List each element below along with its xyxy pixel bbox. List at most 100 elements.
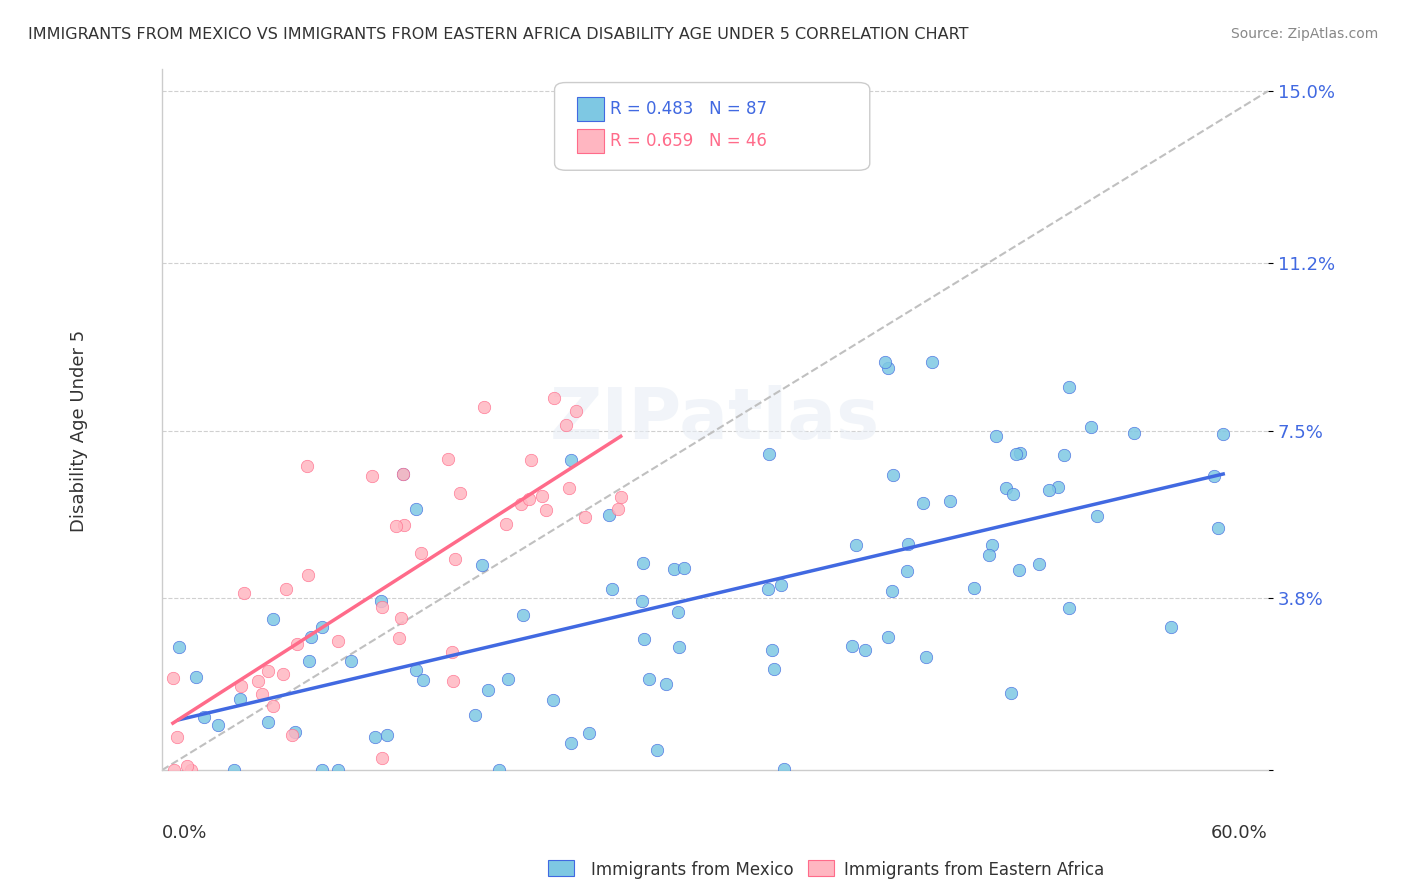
Immigrants from Mexico: [600, 582, 623, 597]
Immigrants from Mexico: [666, 605, 689, 619]
Immigrants from Mexico: [257, 714, 280, 729]
Immigrants from Mexico: [560, 736, 582, 750]
Immigrants from Eastern Africa: [517, 491, 540, 506]
Immigrants from Mexico: [405, 664, 427, 678]
Immigrants from Eastern Africa: [444, 551, 467, 566]
Immigrants from Mexico: [841, 640, 863, 654]
Immigrants from Mexico: [939, 494, 962, 508]
Immigrants from Mexico: [921, 355, 943, 369]
Immigrants from Mexico: [882, 468, 904, 483]
Immigrants from Eastern Africa: [232, 586, 254, 600]
Immigrants from Mexico: [167, 640, 190, 655]
Immigrants from Mexico: [1028, 557, 1050, 571]
Immigrants from Eastern Africa: [520, 453, 543, 467]
Immigrants from Mexico: [769, 578, 792, 592]
Immigrants from Mexico: [845, 538, 868, 552]
Immigrants from Eastern Africa: [389, 610, 412, 624]
Immigrants from Mexico: [1212, 426, 1234, 441]
Immigrants from Mexico: [1057, 601, 1080, 615]
Text: Disability Age Under 5: Disability Age Under 5: [70, 329, 89, 532]
Immigrants from Eastern Africa: [392, 518, 415, 533]
Immigrants from Mexico: [311, 620, 333, 634]
Immigrants from Eastern Africa: [411, 545, 433, 559]
Immigrants from Mexico: [1085, 509, 1108, 524]
Immigrants from Mexico: [184, 670, 207, 684]
Immigrants from Eastern Africa: [247, 674, 270, 689]
Immigrants from Mexico: [375, 728, 398, 742]
Immigrants from Eastern Africa: [370, 751, 392, 765]
Immigrants from Eastern Africa: [250, 687, 273, 701]
Immigrants from Eastern Africa: [531, 489, 554, 503]
Immigrants from Mexico: [668, 640, 690, 654]
Immigrants from Eastern Africa: [472, 401, 495, 415]
Immigrants from Mexico: [763, 662, 786, 676]
Immigrants from Eastern Africa: [361, 469, 384, 483]
Immigrants from Mexico: [1080, 420, 1102, 434]
Text: R = 0.483   N = 87: R = 0.483 N = 87: [610, 100, 766, 118]
Immigrants from Mexico: [1005, 447, 1028, 461]
Immigrants from Eastern Africa: [449, 486, 471, 500]
Immigrants from Mexico: [471, 558, 494, 572]
Immigrants from Eastern Africa: [443, 674, 465, 689]
Immigrants from Mexico: [560, 453, 582, 467]
Immigrants from Mexico: [262, 612, 284, 626]
Immigrants from Mexico: [896, 564, 918, 578]
Immigrants from Mexico: [994, 481, 1017, 495]
Immigrants from Mexico: [222, 763, 245, 777]
Text: IMMIGRANTS FROM MEXICO VS IMMIGRANTS FROM EASTERN AFRICA DISABILITY AGE UNDER 5 : IMMIGRANTS FROM MEXICO VS IMMIGRANTS FRO…: [28, 27, 969, 42]
Immigrants from Mexico: [464, 707, 486, 722]
Immigrants from Mexico: [633, 632, 655, 647]
Immigrants from Eastern Africa: [574, 510, 596, 524]
Immigrants from Mexico: [855, 643, 877, 657]
Immigrants from Mexico: [758, 447, 780, 461]
Immigrants from Mexico: [897, 536, 920, 550]
Immigrants from Mexico: [1057, 379, 1080, 393]
Immigrants from Mexico: [980, 538, 1002, 552]
Immigrants from Eastern Africa: [285, 637, 308, 651]
Immigrants from Mexico: [963, 581, 986, 595]
Immigrants from Mexico: [1206, 521, 1229, 535]
Text: ZIPatlas: ZIPatlas: [550, 384, 880, 454]
Immigrants from Mexico: [1008, 563, 1031, 577]
Immigrants from Mexico: [391, 467, 413, 481]
Text: 0.0%: 0.0%: [162, 824, 207, 842]
Immigrants from Mexico: [984, 429, 1007, 443]
Immigrants from Mexico: [673, 561, 696, 575]
Immigrants from Mexico: [207, 717, 229, 731]
Bar: [576, 96, 605, 121]
Immigrants from Mexico: [598, 508, 620, 523]
Immigrants from Eastern Africa: [510, 497, 533, 511]
Immigrants from Mexico: [1008, 446, 1031, 460]
Immigrants from Mexico: [364, 731, 387, 745]
Immigrants from Mexico: [284, 724, 307, 739]
Immigrants from Eastern Africa: [534, 503, 557, 517]
Immigrants from Mexico: [299, 630, 322, 644]
Immigrants from Mexico: [638, 672, 661, 686]
Immigrants from Mexico: [1000, 685, 1022, 699]
Immigrants from Mexico: [912, 496, 935, 510]
Immigrants from Mexico: [880, 584, 903, 599]
Immigrants from Mexico: [311, 763, 333, 777]
Text: 60.0%: 60.0%: [1211, 824, 1268, 842]
Immigrants from Mexico: [512, 607, 534, 622]
Immigrants from Eastern Africa: [606, 501, 628, 516]
Text: Immigrants from Mexico: Immigrants from Mexico: [591, 861, 793, 879]
Immigrants from Eastern Africa: [176, 759, 198, 773]
Immigrants from Eastern Africa: [281, 728, 304, 742]
Immigrants from Eastern Africa: [166, 730, 188, 744]
Immigrants from Mexico: [326, 763, 349, 777]
Immigrants from Mexico: [405, 502, 427, 516]
Immigrants from Mexico: [496, 672, 519, 686]
Immigrants from Mexico: [655, 677, 678, 691]
Immigrants from Mexico: [370, 594, 392, 608]
Immigrants from Mexico: [915, 650, 938, 665]
Immigrants from Mexico: [873, 355, 896, 369]
Immigrants from Mexico: [756, 582, 779, 596]
Immigrants from Eastern Africa: [554, 418, 576, 433]
Immigrants from Eastern Africa: [495, 517, 517, 532]
Immigrants from Eastern Africa: [565, 404, 588, 418]
Immigrants from Mexico: [877, 361, 900, 376]
Text: Source: ZipAtlas.com: Source: ZipAtlas.com: [1230, 27, 1378, 41]
Immigrants from Eastern Africa: [436, 451, 458, 466]
Immigrants from Eastern Africa: [229, 679, 252, 693]
